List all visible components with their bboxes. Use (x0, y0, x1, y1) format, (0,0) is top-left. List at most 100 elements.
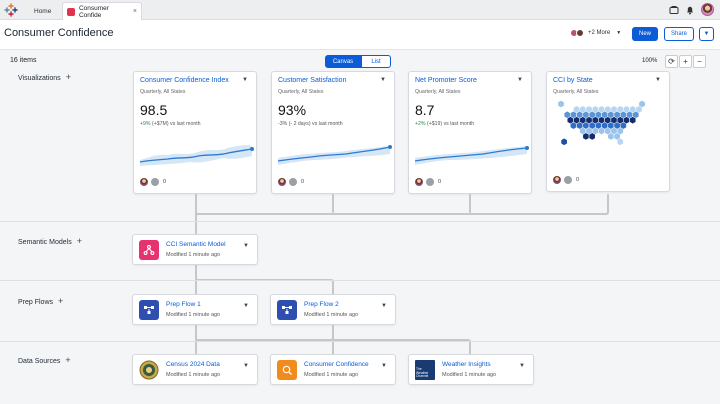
chevron-down-icon[interactable]: ▼ (243, 303, 249, 309)
comment-count: 0 (301, 179, 305, 185)
zoom-out-button[interactable]: − (693, 55, 706, 68)
hex-map-chart (557, 100, 646, 146)
chevron-down-icon[interactable]: ▼ (380, 77, 386, 83)
bell-icon[interactable] (685, 5, 695, 15)
comment-icon[interactable] (564, 176, 572, 184)
zoom-in-button[interactable]: + (679, 55, 692, 68)
comment-icon[interactable] (289, 178, 297, 186)
row-label-semantic-models: Semantic Models + (18, 236, 82, 246)
viz-card-cci-by-state[interactable]: CCI by State ▼ Quarterly, All States 0 (546, 71, 670, 192)
node-title[interactable]: Census 2024 Data (166, 361, 220, 368)
node-title[interactable]: Consumer Confidence (304, 361, 369, 368)
sparkline-chart (277, 145, 392, 165)
collaborators-more: +2 More (588, 30, 611, 36)
tab-consumer-confidence[interactable]: Consumer Confide × (62, 2, 142, 20)
viz-subtitle: Quarterly, All States (415, 89, 461, 95)
semantic-model-card[interactable]: CCI Semantic Model Modified 1 minute ago… (132, 234, 258, 265)
app-logo-icon[interactable] (4, 3, 18, 17)
delta-pct: +2% (415, 121, 426, 127)
comment-icon[interactable] (426, 178, 434, 186)
prep-flow-icon (277, 300, 297, 320)
viz-value: 98.5 (140, 102, 168, 118)
viz-title[interactable]: CCI by State (553, 77, 593, 84)
state-hex[interactable] (616, 137, 624, 146)
node-modified: Modified 1 minute ago (166, 312, 221, 318)
viz-footer: 0 (140, 178, 166, 186)
viz-card-nps[interactable]: Net Promoter Score ▼ Quarterly, All Stat… (408, 71, 532, 194)
state-hex[interactable] (570, 121, 577, 130)
viz-title[interactable]: Consumer Confidence Index (140, 77, 229, 84)
state-hex[interactable] (557, 100, 565, 108)
owner-avatar (415, 178, 423, 186)
node-title[interactable]: Prep Flow 2 (304, 301, 339, 308)
owner-avatar (140, 178, 148, 186)
consumer-data-icon (277, 360, 297, 380)
viz-title[interactable]: Net Promoter Score (415, 77, 477, 84)
state-hex[interactable] (582, 132, 590, 141)
node-title[interactable]: Weather Insights (442, 361, 491, 368)
add-icon[interactable]: + (58, 296, 64, 306)
node-title[interactable]: Prep Flow 1 (166, 301, 201, 308)
chevron-down-icon[interactable]: ▼ (243, 363, 249, 369)
prep-flow-2-card[interactable]: Prep Flow 2 Modified 1 minute ago ▼ (270, 294, 396, 325)
chevron-down-icon: ▼ (616, 30, 622, 36)
data-source-weather-card[interactable]: The Weather Channel Weather Insights Mod… (408, 354, 534, 385)
viz-value: 8.7 (415, 102, 435, 118)
share-button[interactable]: Share (664, 27, 694, 41)
items-count: 16 items (10, 57, 37, 64)
viz-card-cci[interactable]: Consumer Confidence Index ▼ Quarterly, A… (133, 71, 257, 194)
state-hex[interactable] (629, 116, 637, 125)
chevron-down-icon[interactable]: ▼ (381, 363, 387, 369)
viz-delta: -3% (- 2 days) vs last month (278, 121, 343, 127)
new-button[interactable]: New (632, 27, 658, 41)
prep-flow-1-card[interactable]: Prep Flow 1 Modified 1 minute ago ▼ (132, 294, 258, 325)
state-hex[interactable] (607, 132, 615, 141)
delta-detail: (+$7M) vs last month (151, 121, 201, 127)
delta-detail: (+$19) vs last month (426, 121, 475, 127)
more-menu-button[interactable]: ▼ (699, 27, 714, 41)
refresh-icon: ⟳ (668, 57, 675, 66)
sparkline-chart (414, 146, 529, 165)
data-source-consumer-card[interactable]: Consumer Confidence Modified 1 minute ag… (270, 354, 396, 385)
node-modified: Modified 1 minute ago (304, 372, 359, 378)
canvas-toolbar: 16 items Canvas List 100% ⟳ + − (0, 51, 720, 71)
add-icon[interactable]: + (65, 72, 71, 82)
view-list-button[interactable]: List (361, 55, 391, 68)
comment-count: 0 (163, 179, 167, 185)
collaborators[interactable]: +2 More ▼ (570, 29, 621, 37)
viz-delta: +9% (+$7M) vs last month (140, 121, 201, 127)
view-canvas-button[interactable]: Canvas (325, 55, 361, 68)
state-hex[interactable] (588, 132, 596, 141)
chevron-down-icon[interactable]: ▼ (655, 77, 661, 83)
viz-footer: 0 (415, 178, 441, 186)
chevron-down-icon[interactable]: ▼ (519, 363, 525, 369)
collaborator-avatar (576, 29, 584, 37)
divider (0, 280, 720, 281)
folder-icon[interactable] (669, 5, 679, 15)
chevron-down-icon[interactable]: ▼ (242, 77, 248, 83)
add-icon[interactable]: + (76, 236, 82, 246)
user-avatar[interactable] (701, 3, 714, 16)
minus-icon: − (697, 57, 702, 66)
viz-title[interactable]: Customer Satisfaction (278, 77, 347, 84)
chevron-down-icon[interactable]: ▼ (517, 77, 523, 83)
refresh-button[interactable]: ⟳ (665, 55, 678, 68)
state-hex[interactable] (560, 137, 568, 146)
close-icon[interactable]: × (132, 8, 137, 15)
state-hex[interactable] (598, 127, 605, 135)
viz-footer: 0 (553, 176, 579, 184)
add-icon[interactable]: + (65, 355, 71, 365)
page-header: Consumer Confidence +2 More ▼ New Share … (0, 20, 720, 50)
plus-icon: + (683, 57, 688, 66)
viz-subtitle: Quarterly, All States (140, 89, 186, 95)
chevron-down-icon[interactable]: ▼ (243, 243, 249, 249)
row-label-text: Prep Flows (18, 299, 54, 306)
owner-avatar (553, 176, 561, 184)
data-source-census-card[interactable]: Census 2024 Data Modified 1 minute ago ▼ (132, 354, 258, 385)
viz-card-customer-satisfaction[interactable]: Customer Satisfaction ▼ Quarterly, All S… (271, 71, 395, 194)
comment-icon[interactable] (151, 178, 159, 186)
delta-pct: +9% (140, 121, 151, 127)
node-title[interactable]: CCI Semantic Model (166, 241, 226, 248)
chevron-down-icon[interactable]: ▼ (381, 303, 387, 309)
tab-home[interactable]: Home (28, 2, 57, 20)
